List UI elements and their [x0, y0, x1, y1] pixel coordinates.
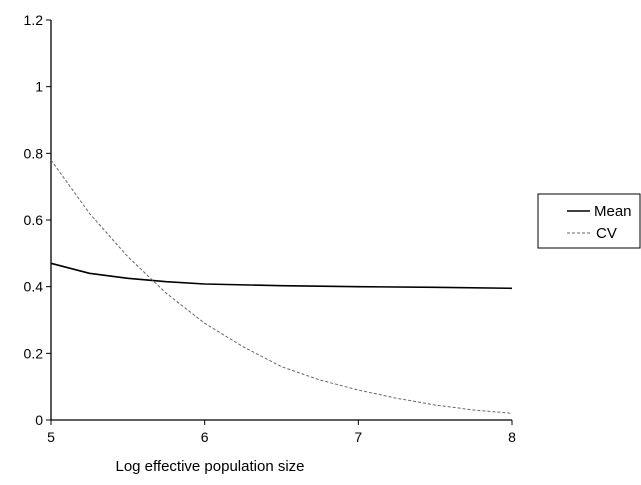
- y-tick-label: 0.2: [24, 345, 44, 361]
- legend-box: [537, 193, 641, 249]
- x-tick-label: 5: [47, 429, 55, 445]
- x-axis-title: Log effective population size: [115, 458, 304, 475]
- y-tick-label: 1.2: [24, 12, 44, 28]
- y-tick-label: 1: [35, 79, 43, 95]
- series-line-cv: [50, 159, 513, 414]
- legend: Mean CV: [537, 193, 641, 249]
- x-tick-label: 7: [354, 429, 362, 445]
- series-layer: [50, 159, 513, 414]
- legend-label-mean: Mean: [594, 203, 632, 220]
- legend-label-cv: CV: [596, 225, 617, 242]
- y-tick-label: 0.8: [24, 145, 44, 161]
- x-axis-ticks: 5 6 7 8: [47, 420, 516, 445]
- y-tick-label: 0.6: [24, 212, 44, 228]
- x-tick-label: 6: [201, 429, 209, 445]
- plot-area: [50, 20, 512, 421]
- y-tick-label: 0.4: [24, 279, 44, 295]
- y-tick-label: 0: [35, 412, 43, 428]
- y-axis-ticks: 0 0.2 0.4 0.6 0.8 1 1.2: [24, 12, 51, 428]
- x-tick-label: 8: [508, 429, 516, 445]
- series-line-mean: [50, 262, 513, 290]
